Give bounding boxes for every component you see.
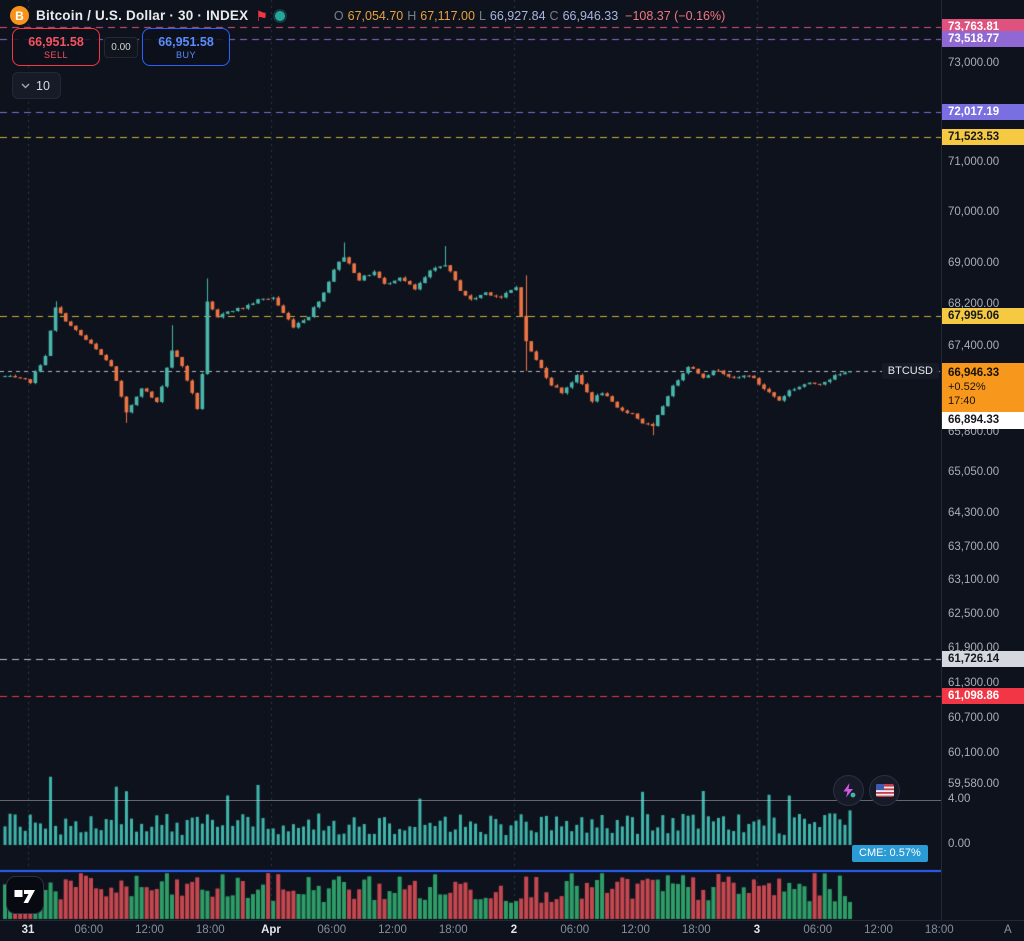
buy-price: 66,951.58 [158, 34, 214, 49]
symbol-legend: B Bitcoin / U.S. Dollar · 30 · INDEX ⚑ O… [10, 6, 725, 25]
open-label: O [333, 8, 344, 23]
price-tick-label: 67,400.00 [948, 340, 1000, 353]
instant-trading-button[interactable] [833, 775, 864, 806]
symbol-title[interactable]: Bitcoin / U.S. Dollar · 30 · INDEX [36, 8, 249, 23]
us-flag-icon [875, 784, 894, 797]
chevron-down-icon [21, 82, 30, 89]
price-tick-label: 63,100.00 [948, 574, 1000, 587]
price-tick-label: 61,300.00 [948, 676, 1000, 689]
price-level-label[interactable]: 73,518.77 [942, 30, 1024, 47]
last-price-value: 66,946.33 [948, 367, 1000, 380]
quantity-value: 10 [36, 78, 50, 93]
trade-panel: 66,951.58 SELL 0.00 66,951.58 BUY [12, 28, 230, 66]
time-tick-label: 12:00 [864, 924, 893, 936]
last-price-change: +0.52% [948, 381, 986, 394]
sell-label: SELL [43, 49, 69, 60]
price-tick-label: 63,700.00 [948, 540, 1000, 553]
price-level-label[interactable]: 61,098.86 [942, 687, 1024, 704]
indicator-scale-label: 4.00 [948, 793, 971, 805]
data-status-icon[interactable] [274, 10, 285, 21]
high-label: H [407, 8, 417, 23]
time-axis-separator [0, 920, 1024, 921]
price-level-label[interactable]: 72,017.19 [942, 104, 1024, 121]
time-tick-label: 12:00 [135, 924, 164, 936]
price-tick-label: 69,000.00 [948, 256, 1000, 269]
pane-separator[interactable] [0, 800, 1024, 801]
price-level-label[interactable]: 61,726.14 [942, 651, 1024, 668]
time-tick-label: 18:00 [195, 924, 225, 936]
time-tick-label: 2 [510, 924, 518, 936]
price-tick-label: 73,000.00 [948, 57, 1000, 69]
price-tick-label: 70,000.00 [948, 205, 1000, 218]
time-tick-label: 18:00 [681, 924, 711, 936]
low-value: 66,927.84 [489, 8, 546, 23]
time-tick-label: 06:00 [317, 924, 347, 936]
price-tick-label: 59,580.00 [948, 777, 1000, 790]
time-tick-label: 3 [753, 924, 761, 936]
price-level-label[interactable]: 67,995.06 [942, 308, 1024, 325]
open-value: 67,054.70 [347, 8, 404, 23]
candlestick-chart-canvas[interactable] [0, 0, 941, 920]
alert-flag-icon[interactable]: ⚑ [255, 7, 268, 24]
price-tick-label: 62,500.00 [948, 608, 1000, 621]
economic-calendar-button[interactable] [869, 775, 900, 806]
bar-countdown: 17:40 [948, 395, 976, 408]
buy-button[interactable]: 66,951.58 BUY [142, 28, 230, 66]
buy-label: BUY [175, 49, 196, 60]
sell-price: 66,951.58 [28, 34, 84, 49]
time-tick-label: 06:00 [74, 924, 104, 936]
price-tick-label: 65,050.00 [948, 466, 1000, 479]
time-tick-label: Apr [261, 924, 281, 936]
secondary-price-label: 66,894.33 [942, 412, 1024, 430]
spread-value: 0.00 [104, 36, 138, 58]
sell-button[interactable]: 66,951.58 SELL [12, 28, 100, 66]
price-tick-label: 60,700.00 [948, 711, 1000, 724]
last-price-label[interactable]: 66,946.33 +0.52% 17:40 [942, 363, 1024, 414]
time-tick-label: 12:00 [378, 924, 407, 936]
lightning-icon [843, 783, 856, 798]
close-value: 66,946.33 [562, 8, 619, 23]
price-tick-label: 60,100.00 [948, 747, 1000, 760]
cme-indicator-badge: CME: 0.57% [852, 845, 928, 862]
price-tick-label: 68,200.00 [948, 298, 1000, 311]
time-tick-label: 12:00 [621, 924, 650, 936]
price-tick-label: 71,000.00 [948, 155, 1000, 168]
indicator-scale-label: 0.00 [948, 838, 971, 850]
time-tick-label: 06:00 [560, 924, 590, 936]
low-label: L [478, 8, 486, 23]
price-tick-label: 64,300.00 [948, 507, 1000, 520]
price-axis[interactable]: 73,000.00 71,000.00 70,000.00 69,000.00 68,2… [941, 0, 1024, 920]
close-label: C [549, 8, 559, 23]
chart-area: B Bitcoin / U.S. Dollar · 30 · INDEX ⚑ O… [0, 0, 941, 920]
time-tick-label: 18:00 [924, 924, 954, 936]
ohlc-values: O 67,054.70 H 67,117.00 L 66,927.84 C 66… [334, 9, 725, 23]
time-axis[interactable]: 31 06:00 12:00 18:00 Apr 06:00 12:00 18:00 2 06:0… [0, 921, 1024, 941]
bitcoin-icon: B [10, 6, 29, 25]
adjust-data-toggle[interactable]: A [1004, 924, 1012, 936]
change-value: −108.37 (−0.16%) [625, 8, 726, 23]
price-level-label[interactable]: 71,523.53 [942, 128, 1024, 145]
time-tick-label: 18:00 [438, 924, 468, 936]
quantity-dropdown[interactable]: 10 [12, 72, 61, 99]
tradingview-logo[interactable] [6, 876, 44, 919]
time-tick-label: 31 [21, 924, 35, 936]
time-tick-label: 06:00 [803, 924, 833, 936]
symbol-price-tag: BTCUSD [881, 363, 939, 380]
high-value: 67,117.00 [420, 8, 475, 23]
